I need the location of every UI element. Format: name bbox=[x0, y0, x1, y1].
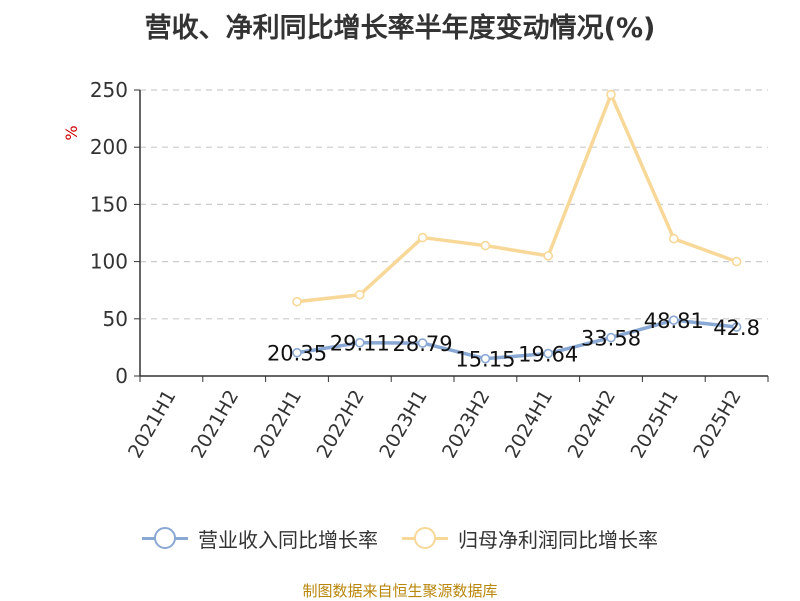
x-tick-label: 2022H2 bbox=[312, 386, 368, 462]
data-label-revenue: 19.64 bbox=[518, 343, 578, 367]
x-tick-label: 2021H2 bbox=[187, 386, 243, 462]
x-tick-label: 2022H1 bbox=[250, 386, 306, 462]
data-point-profit bbox=[731, 256, 742, 267]
series-line-revenue bbox=[296, 318, 737, 361]
data-point-profit bbox=[417, 232, 428, 243]
y-tick-label: 250 bbox=[90, 78, 128, 102]
data-point-profit bbox=[543, 251, 554, 261]
data-point-profit bbox=[480, 240, 491, 251]
legend-swatch-revenue bbox=[142, 525, 188, 551]
y-tick-label: 50 bbox=[103, 307, 128, 331]
data-point-revenue bbox=[731, 322, 742, 332]
y-tick-label: 150 bbox=[90, 192, 128, 216]
data-label-revenue: 28.79 bbox=[393, 332, 453, 356]
data-point-revenue bbox=[543, 348, 554, 359]
data-point-revenue bbox=[480, 353, 491, 364]
data-label-revenue: 29.11 bbox=[330, 332, 390, 356]
x-tick-label: 2025H2 bbox=[689, 386, 745, 462]
data-point-profit bbox=[292, 296, 302, 307]
legend-label-profit: 归母净利润同比增长率 bbox=[458, 527, 658, 552]
data-label-revenue: 20.35 bbox=[267, 342, 327, 366]
data-label-revenue: 42.8 bbox=[713, 316, 760, 340]
y-tick-label: 0 bbox=[115, 364, 128, 388]
chart-title: 营收、净利同比增长率半年度变动情况(%) bbox=[144, 13, 656, 44]
data-label-revenue: 48.81 bbox=[644, 309, 704, 333]
source-note: 制图数据来自恒生聚源数据库 bbox=[302, 582, 498, 600]
data-point-revenue bbox=[606, 332, 616, 343]
x-tick-label: 2024H2 bbox=[564, 386, 620, 462]
x-tick-label: 2023H1 bbox=[375, 386, 431, 462]
legend-item-profit[interactable]: 归母净利润同比增长率 bbox=[402, 524, 658, 553]
legend-label-revenue: 营业收入同比增长率 bbox=[198, 527, 378, 552]
data-point-profit bbox=[354, 289, 365, 300]
data-point-revenue bbox=[417, 338, 428, 348]
x-tick-label: 2023H2 bbox=[438, 386, 494, 462]
x-tick-label: 2021H1 bbox=[124, 386, 180, 462]
data-point-profit bbox=[606, 89, 616, 100]
data-point-revenue bbox=[354, 337, 365, 348]
x-tick-label: 2025H1 bbox=[626, 386, 682, 462]
data-point-revenue bbox=[292, 347, 302, 358]
data-label-revenue: 15.15 bbox=[455, 348, 515, 372]
grid-layer bbox=[140, 89, 768, 320]
legend-swatch-profit bbox=[402, 525, 448, 551]
y-axis-unit-label: % bbox=[62, 125, 81, 140]
series-layer bbox=[292, 89, 742, 364]
y-tick-label: 200 bbox=[90, 135, 128, 159]
series-line-profit bbox=[296, 92, 738, 304]
legend-item-revenue[interactable]: 营业收入同比增长率 bbox=[142, 524, 378, 553]
data-point-profit bbox=[668, 233, 679, 244]
legend: 营业收入同比增长率 归母净利润同比增长率 bbox=[0, 520, 800, 556]
data-label-revenue: 33.58 bbox=[581, 327, 641, 351]
x-tick-label: 2024H1 bbox=[501, 386, 557, 462]
data-point-revenue bbox=[668, 315, 679, 325]
y-tick-label: 100 bbox=[90, 250, 128, 274]
